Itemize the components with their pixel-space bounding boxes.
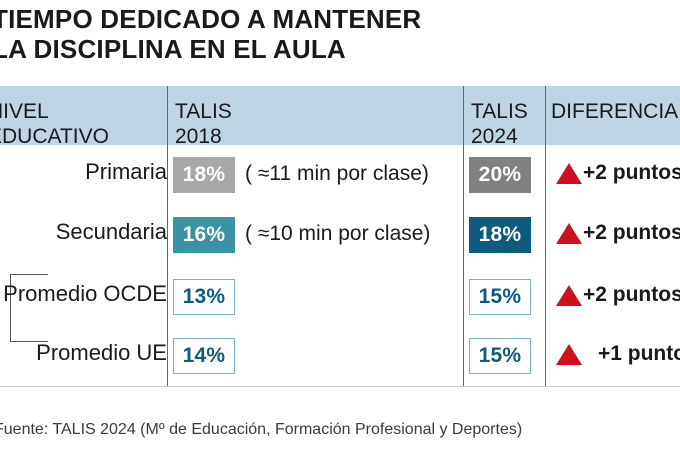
- value-chip-2024: 18%: [469, 217, 531, 253]
- triangle-up-icon: [556, 343, 582, 365]
- group-bracket-arm-bottom: [24, 341, 48, 342]
- row-note: ( ≈10 min por clase): [245, 222, 431, 245]
- table-header-band: [0, 86, 680, 145]
- column-divider-1: [167, 86, 168, 386]
- triangle-up-icon: [556, 222, 582, 244]
- value-chip-2018: 14%: [173, 338, 235, 374]
- column-header-talis-2024: TALIS 2024: [471, 99, 528, 149]
- table-bottom-rule: [0, 386, 680, 387]
- column-header-talis-2024-line-1: TALIS: [471, 100, 528, 123]
- group-bracket-arm-top: [24, 274, 48, 275]
- column-header-nivel-line-2: EDUCATIVO: [0, 125, 109, 148]
- difference-value: +2 puntos: [583, 221, 680, 244]
- difference-cell: +2 puntos: [556, 282, 680, 308]
- value-chip-2024: 15%: [469, 338, 531, 374]
- column-divider-3: [545, 86, 546, 386]
- column-header-talis-2024-line-2: 2024: [471, 125, 518, 148]
- triangle-up-icon: [556, 284, 582, 306]
- column-header-nivel-educativo: NIVEL EDUCATIVO: [0, 99, 109, 149]
- table-row: Promedio UE 14% 15% +1 punto: [0, 329, 680, 389]
- difference-value: +1 punto: [598, 342, 680, 365]
- column-header-diferencia: DIFERENCIA: [551, 100, 679, 123]
- column-divider-2: [463, 86, 464, 386]
- group-bracket: [10, 274, 24, 342]
- page-title: TIEMPO DEDICADO A MANTENER LA DISCIPLINA…: [0, 4, 680, 64]
- page-title-line-1: TIEMPO DEDICADO A MANTENER: [0, 4, 422, 34]
- table-row: Secundaria 16% ( ≈10 min por clase) 18% …: [0, 208, 680, 268]
- triangle-up-icon: [556, 162, 582, 184]
- value-chip-2018: 16%: [173, 217, 235, 253]
- difference-value: +2 puntos: [583, 283, 680, 306]
- page-title-line-2: LA DISCIPLINA EN EL AULA: [0, 34, 346, 64]
- difference-cell: +1 punto: [556, 341, 680, 367]
- value-chip-2024: 20%: [469, 157, 531, 193]
- row-label: Primaria: [85, 159, 167, 184]
- source-note: Fuente: TALIS 2024 (Mº de Educación, For…: [0, 421, 523, 438]
- difference-cell: +2 puntos: [556, 220, 680, 246]
- table-row: Primaria 18% ( ≈11 min por clase) 20% +2…: [0, 148, 680, 208]
- difference-cell: +2 puntos: [556, 160, 680, 186]
- column-header-talis-2018-line-2: 2018: [175, 125, 222, 148]
- column-header-nivel-line-1: NIVEL: [0, 100, 49, 123]
- value-chip-2024: 15%: [469, 279, 531, 315]
- row-label: Promedio OCDE: [3, 281, 167, 306]
- row-label: Promedio UE: [36, 340, 167, 365]
- difference-value: +2 puntos: [583, 161, 680, 184]
- value-chip-2018: 18%: [173, 157, 235, 193]
- value-chip-2018: 13%: [173, 279, 235, 315]
- column-header-talis-2018-line-1: TALIS: [175, 100, 232, 123]
- row-note: ( ≈11 min por clase): [245, 162, 429, 185]
- column-header-talis-2018: TALIS 2018: [175, 99, 232, 149]
- row-label: Secundaria: [55, 219, 167, 244]
- table-row: Promedio OCDE 13% 15% +2 puntos: [0, 270, 680, 330]
- data-table: NIVEL EDUCATIVO TALIS 2018 TALIS 2024 DI…: [0, 86, 680, 404]
